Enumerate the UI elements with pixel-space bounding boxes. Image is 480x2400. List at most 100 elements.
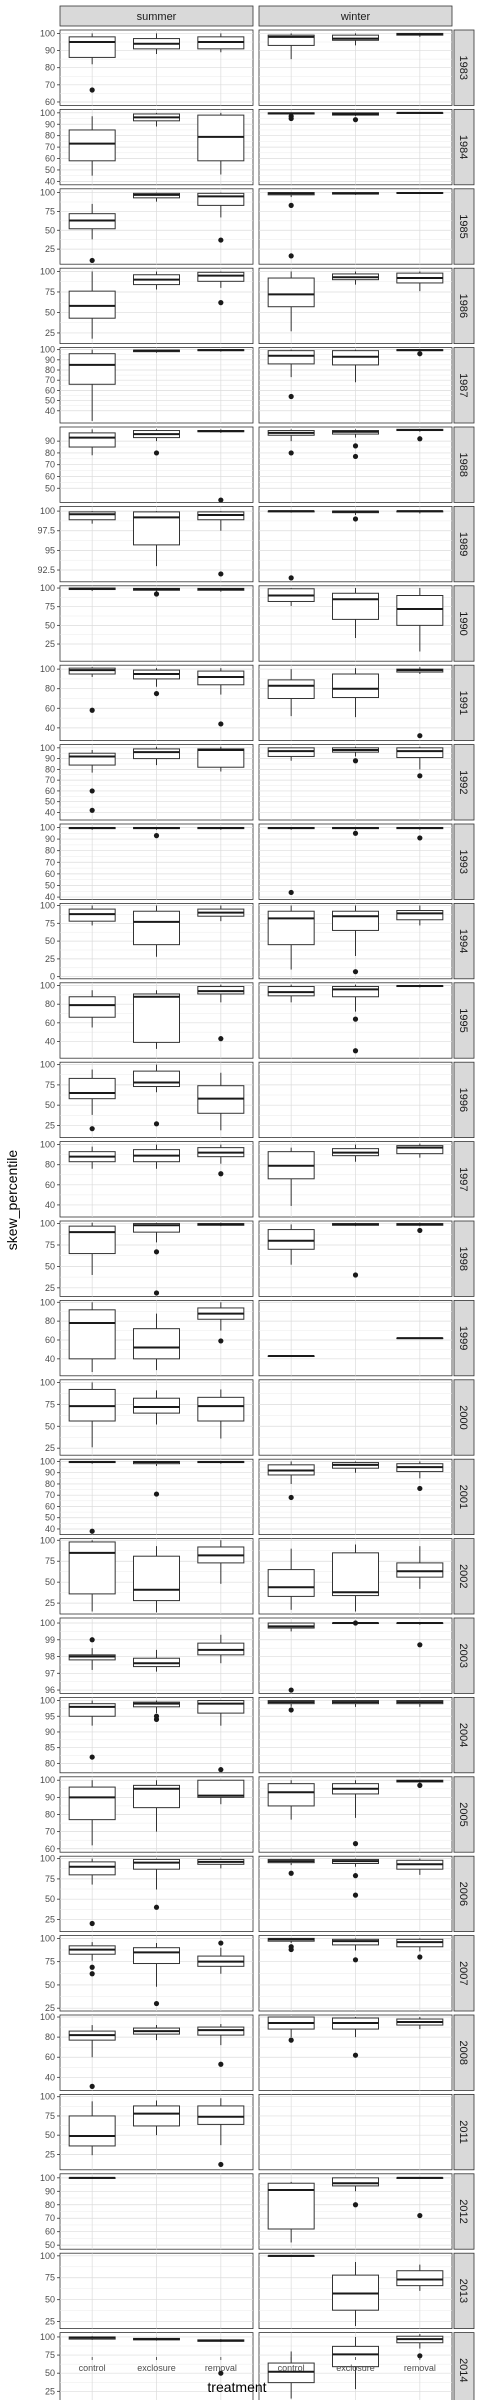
box-2002-summer-removal bbox=[197, 1540, 245, 1584]
box-iqr bbox=[68, 129, 116, 162]
y-tick-label: 50 bbox=[45, 2130, 55, 2140]
row-strip-1993 bbox=[453, 823, 475, 900]
box-iqr bbox=[133, 2105, 180, 2127]
box-1994-summer-removal bbox=[197, 905, 245, 922]
y-tick-label: 60 bbox=[45, 154, 55, 164]
box-1990-winter-removal bbox=[396, 588, 444, 652]
y-tick-label: 60 bbox=[45, 1501, 55, 1511]
row-strip-1989 bbox=[453, 505, 475, 583]
box-1994-winter-exclosure bbox=[332, 905, 379, 975]
outlier-point bbox=[352, 1620, 359, 1626]
outlier-point bbox=[352, 830, 359, 836]
facet-panels: summer winter6070809010019834050607080901… bbox=[37, 5, 475, 2400]
box-iqr bbox=[68, 511, 116, 521]
box-2011-summer-removal bbox=[197, 2098, 245, 2168]
y-tick-label: 100 bbox=[40, 822, 55, 832]
box-1998-summer-removal bbox=[197, 1222, 245, 1227]
box-1983-summer-removal bbox=[197, 33, 245, 53]
box-1991-summer-exclosure bbox=[133, 668, 180, 697]
y-tick-label: 90 bbox=[45, 834, 55, 844]
outlier-point bbox=[89, 707, 95, 713]
outlier-point bbox=[89, 1964, 95, 1970]
row-strip-1995 bbox=[453, 982, 475, 1059]
y-tick-label: 40 bbox=[45, 807, 55, 817]
box-2013-winter-exclosure bbox=[332, 2261, 379, 2326]
y-tick-label: 70 bbox=[45, 775, 55, 785]
y-tick-label: 95 bbox=[45, 1711, 55, 1721]
box-iqr bbox=[396, 595, 444, 626]
facet-row-2013: 25 50 75 100 2013 bbox=[40, 2251, 475, 2329]
box-2014-summer-control bbox=[68, 2336, 116, 2340]
box-2004-winter-control bbox=[267, 1700, 315, 1713]
row-strip-label-2012: 2012 bbox=[457, 2199, 469, 2223]
y-tick-label: 90 bbox=[45, 355, 55, 365]
outlier-point bbox=[288, 1707, 294, 1713]
box-2002-winter-exclosure bbox=[332, 1544, 379, 1612]
outlier-point bbox=[417, 1782, 423, 1788]
row-strip-label-1993: 1993 bbox=[457, 849, 469, 873]
y-tick-label: 100 bbox=[40, 1696, 55, 1706]
box-1991-summer-removal bbox=[197, 668, 245, 727]
box-1991-winter-removal bbox=[396, 667, 444, 739]
y-tick-label: 75 bbox=[45, 918, 55, 928]
y-tick-label: 50 bbox=[45, 620, 55, 630]
y-tick-label: 25 bbox=[45, 954, 55, 964]
box-2002-winter-control bbox=[267, 1548, 315, 1610]
box-1986-winter-control bbox=[267, 271, 315, 332]
outlier-point bbox=[288, 113, 294, 119]
outlier-point bbox=[153, 591, 160, 597]
outlier-point bbox=[288, 575, 294, 581]
outlier-point bbox=[417, 1485, 423, 1492]
box-2008-winter-exclosure bbox=[332, 2017, 379, 2058]
box-1991-winter-control bbox=[267, 669, 315, 717]
outlier-point bbox=[352, 117, 359, 123]
box-2004-winter-exclosure bbox=[332, 1700, 379, 1707]
box-1990-winter-control bbox=[267, 588, 315, 606]
box-iqr bbox=[68, 2115, 116, 2147]
y-tick-label: 60 bbox=[45, 1180, 55, 1190]
y-tick-label: 80 bbox=[45, 365, 55, 375]
row-strip-1999 bbox=[453, 1300, 475, 1377]
y-tick-label: 50 bbox=[45, 1513, 55, 1523]
outlier-point bbox=[417, 1954, 423, 1960]
box-1987-summer-control bbox=[68, 349, 116, 421]
box-1988-summer-control bbox=[68, 429, 116, 456]
box-2007-summer-removal bbox=[197, 1940, 245, 1974]
box-iqr bbox=[133, 1555, 180, 1602]
box-2001-winter-removal bbox=[396, 1461, 444, 1492]
box-2002-summer-control bbox=[68, 1540, 116, 1612]
box-iqr bbox=[197, 114, 245, 162]
row-strip-2012 bbox=[453, 2173, 475, 2250]
y-tick-label: 100 bbox=[40, 2332, 55, 2342]
box-1987-winter-removal bbox=[396, 349, 444, 357]
facet-strip-label-winter: winter bbox=[340, 11, 371, 23]
outlier-point bbox=[218, 1036, 224, 1042]
box-iqr bbox=[133, 1328, 180, 1360]
box-2003-summer-control bbox=[68, 1637, 116, 1670]
row-strip-label-2011: 2011 bbox=[457, 2120, 469, 2144]
outlier-point bbox=[89, 788, 95, 794]
box-1985-summer-removal bbox=[197, 192, 245, 243]
facet-row-1991: 40 60 80 100 1991 bbox=[40, 664, 475, 742]
y-tick-label: 100 bbox=[40, 583, 55, 593]
y-tick-label: 25 bbox=[45, 2003, 55, 2013]
facet-row-1986: 25 50 75 100 1986 bbox=[40, 266, 475, 345]
y-tick-label: 50 bbox=[45, 1261, 55, 1271]
y-tick-label: 50 bbox=[45, 1421, 55, 1431]
outlier-point bbox=[218, 300, 224, 306]
box-2012-summer-control bbox=[68, 2176, 116, 2179]
facet-row-2012: 50 60 70 80 90 100 2012 bbox=[40, 2173, 475, 2250]
box-1994-summer-exclosure bbox=[133, 905, 180, 957]
box-1985-summer-control bbox=[68, 203, 116, 264]
row-strip-2004 bbox=[453, 1697, 475, 1774]
y-tick-label: 40 bbox=[45, 1200, 55, 1210]
y-tick-label: 100 bbox=[40, 1219, 55, 1229]
box-2008-winter-removal bbox=[396, 2017, 444, 2030]
y-tick-label: 90 bbox=[45, 119, 55, 129]
row-strip-1985 bbox=[453, 188, 475, 265]
box-1997-summer-control bbox=[68, 1146, 116, 1169]
box-iqr bbox=[396, 2270, 444, 2287]
box-1992-winter-control bbox=[267, 747, 315, 761]
